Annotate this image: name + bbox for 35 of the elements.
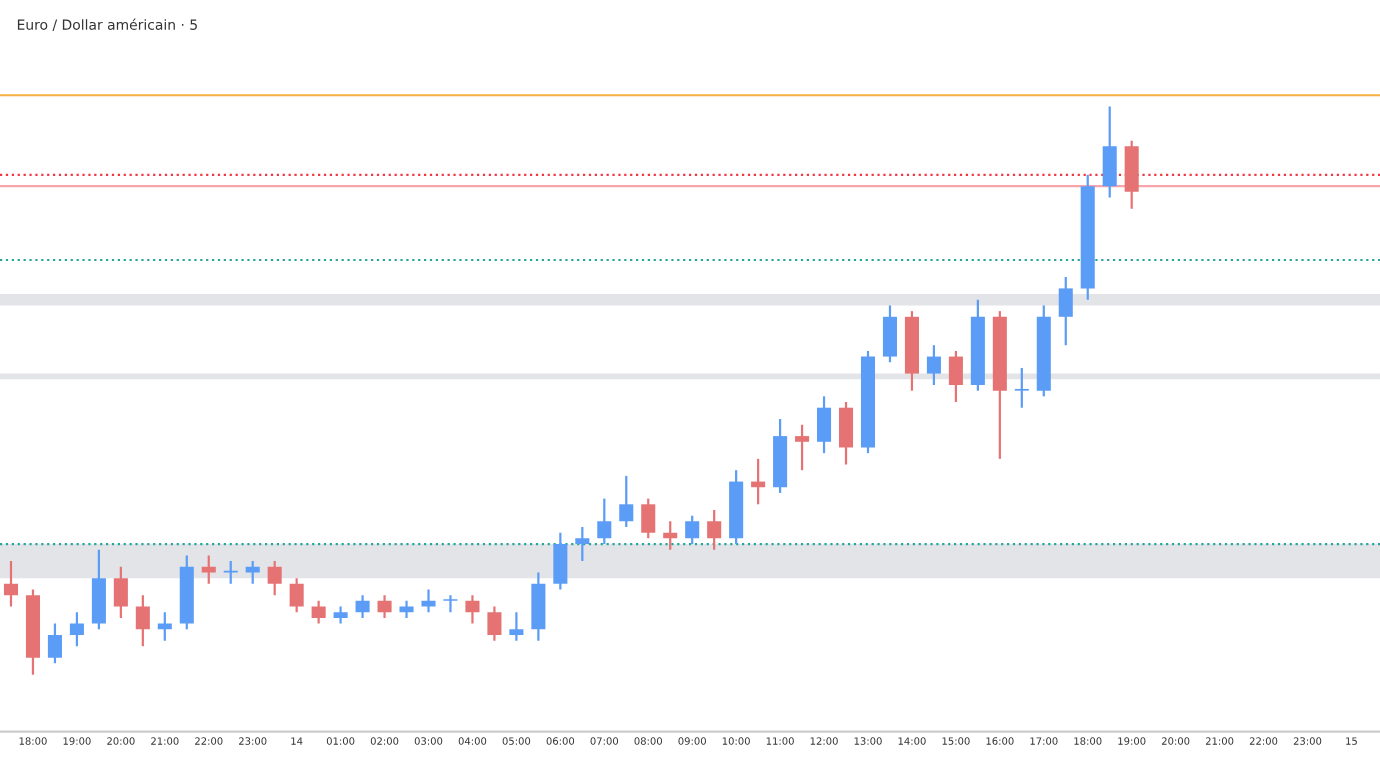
candlestick	[47, 622, 62, 665]
candlestick	[795, 423, 810, 472]
candlestick	[707, 508, 722, 551]
candlestick	[443, 594, 458, 614]
candlestick	[817, 395, 832, 455]
candlestick	[882, 304, 897, 364]
candlestick	[553, 531, 568, 591]
candlestick	[465, 594, 480, 625]
candlestick	[531, 571, 546, 642]
candlestick	[1058, 275, 1073, 347]
candlestick	[948, 349, 963, 404]
candlestick	[91, 548, 106, 631]
candlestick	[355, 594, 370, 620]
candlestick	[377, 594, 392, 620]
candlestick	[1102, 105, 1117, 199]
candlestick	[399, 599, 414, 620]
candlestick	[1124, 139, 1139, 210]
candlestick	[575, 525, 590, 563]
candlestick	[113, 565, 128, 620]
candlestick	[289, 577, 304, 614]
candlestick	[641, 497, 656, 540]
candlestick	[685, 514, 700, 546]
candlestick	[926, 344, 941, 387]
candlestick	[838, 400, 854, 466]
candlestick	[135, 594, 150, 648]
candlestick	[619, 474, 634, 529]
candlestick	[509, 611, 524, 642]
candlestick	[597, 497, 612, 546]
candlestick	[69, 611, 84, 648]
candlestick	[267, 559, 282, 597]
candlestick	[3, 559, 19, 608]
candlestick	[421, 588, 436, 614]
candlestick	[1014, 366, 1029, 409]
candlestick	[487, 605, 502, 642]
candlestick	[311, 599, 326, 625]
